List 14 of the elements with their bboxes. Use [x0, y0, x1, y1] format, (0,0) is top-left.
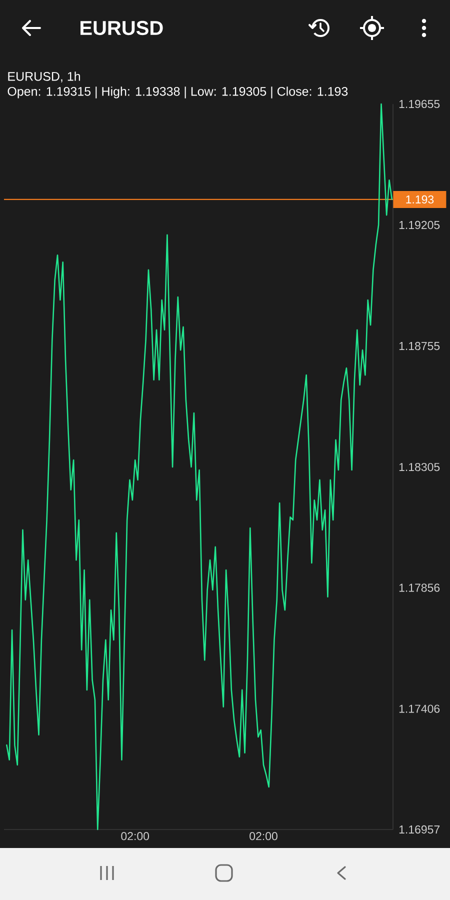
y-tick-label: 1.18305: [399, 462, 440, 472]
chart-subtitle: EURUSD, 1h: [8, 72, 80, 82]
y-tick-label: 1.16957: [399, 825, 440, 834]
x-tick-label: 02:00: [121, 832, 150, 840]
x-tick-label: 02:00: [250, 832, 278, 840]
text: Open: 1.19315 | High: 1.19338 | Low: 1.19305 | Close: 1.193: [8, 86, 348, 98]
ref-line-label: 1.193: [406, 195, 434, 204]
y-tick-label: 1.19655: [399, 100, 440, 108]
y-tick-label: 1.19205: [399, 220, 440, 230]
y-tick-label: 1.17856: [399, 584, 440, 592]
y-tick-label: 1.18755: [399, 342, 440, 350]
chart-title: EURUSD: [80, 20, 163, 36]
line-series: [6, 103, 393, 830]
y-tick-label: 1.17406: [399, 704, 440, 713]
